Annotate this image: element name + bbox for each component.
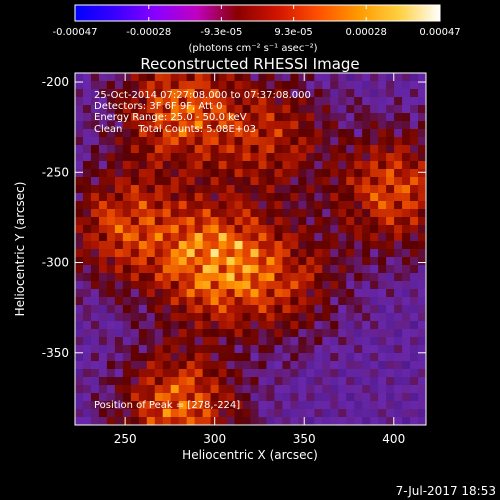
plot-frame <box>74 72 427 426</box>
annotation-time-range: 25-Oct-2014 07:27:08.000 to 07:37:08.000 <box>94 90 311 101</box>
colorbar-tick-label: -0.00047 <box>53 27 98 38</box>
y-tick-label: -300 <box>42 256 69 270</box>
x-tick-label: 300 <box>203 432 226 446</box>
colorbar-ticks: -0.00047 -0.00028 -9.3e-05 9.3e-05 0.00028 0.… <box>53 5 461 38</box>
x-axis-label: Heliocentric X (arcsec) <box>182 448 318 462</box>
colorbar: -0.00047 -0.00028 -9.3e-05 9.3e-05 0.00028 0.… <box>53 4 461 54</box>
colorbar-gradient <box>74 4 441 22</box>
annotations: 25-Oct-2014 07:27:08.000 to 07:37:08.000… <box>94 90 311 411</box>
x-tick-label: 250 <box>114 432 137 446</box>
colorbar-tick-label: 9.3e-05 <box>274 27 312 38</box>
chart-title: Reconstructed RHESSI Image <box>140 55 359 73</box>
x-tick-label: 350 <box>293 432 316 446</box>
y-tick-label: -250 <box>42 165 69 179</box>
colorbar-units-label: (photons cm⁻² s⁻¹ asec⁻²) <box>188 43 317 54</box>
colorbar-tick-label: -9.3e-05 <box>200 27 242 38</box>
y-tick-label: -350 <box>42 346 69 360</box>
x-tick-label: 400 <box>382 432 405 446</box>
colorbar-tick-label: -0.00028 <box>126 27 171 38</box>
annotation-detectors: Detectors: 3F 6F 9F, Att 0 <box>94 101 222 112</box>
axis-ticks: 250 300 350 400 -200 -250 -300 -350 <box>42 73 426 446</box>
annotation-energy-range: Energy Range: 25.0 - 50.0 keV <box>94 112 247 123</box>
colorbar-tick-label: 0.00047 <box>419 27 460 38</box>
annotation-peak-position: Position of Peak = [278,-224] <box>94 400 240 411</box>
plot-datestamp: 7-Jul-2017 18:53 <box>396 484 496 498</box>
y-axis-label: Heliocentric Y (arcsec) <box>13 182 27 317</box>
colorbar-tick-label: 0.00028 <box>346 27 387 38</box>
annotation-clean-counts: Clean Total Counts: 5.08E+03 <box>94 124 256 135</box>
y-tick-label: -200 <box>42 75 69 89</box>
